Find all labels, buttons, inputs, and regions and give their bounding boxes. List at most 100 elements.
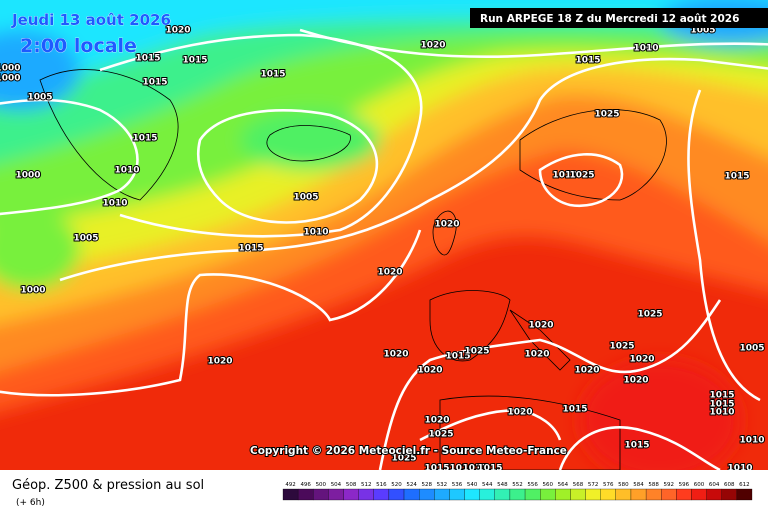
colorbar-label: 568 — [573, 482, 584, 488]
isobar-label: 1005 — [293, 193, 318, 203]
colorbar-swatch — [434, 488, 450, 501]
colorbar-swatch — [403, 488, 420, 501]
colorbar-label: 500 — [316, 482, 327, 488]
colorbar-swatch — [600, 488, 616, 501]
isobar-label: 1020 — [424, 416, 449, 426]
footer-lead: (+ 6h) — [16, 498, 45, 508]
colorbar-label: 504 — [331, 482, 342, 488]
isobar-label: 1010 — [739, 436, 764, 446]
isobar-label: 1015 — [709, 391, 734, 401]
isobar-labels: 1020102010101005101510001000100510151015… — [0, 25, 766, 474]
isobar-label: 1020 — [207, 357, 232, 367]
run-box — [470, 8, 768, 28]
isobar-label: 1015 — [709, 400, 734, 410]
colorbar-label: 600 — [694, 482, 705, 488]
isobar-label: 1015 — [477, 464, 502, 474]
colorbar-label: 608 — [724, 482, 735, 488]
isobar-label: 1015 — [562, 405, 587, 415]
isobar-label: 1020 — [420, 41, 445, 51]
colorbar-label: 588 — [648, 482, 659, 488]
colorbar-swatch — [373, 488, 390, 501]
isobar-label: 1010 — [303, 228, 328, 238]
colorbar-label: 580 — [618, 482, 629, 488]
isobar-label: 1020 — [528, 321, 553, 331]
colorbar-swatch — [630, 488, 647, 501]
colorbar-swatch — [676, 488, 692, 501]
colorbar-swatch — [615, 488, 632, 501]
isobars — [0, 28, 768, 470]
colorbar-swatch — [328, 488, 344, 501]
colorbar-label: 572 — [588, 482, 599, 488]
colorbar-label: 560 — [543, 482, 554, 488]
isobar-label: 1020 — [383, 350, 408, 360]
colorbar-swatch — [494, 488, 511, 501]
colorbar-swatch — [313, 488, 329, 501]
isobar-label: 1020 — [377, 268, 402, 278]
isobar-label: 1025 — [391, 454, 416, 464]
isobar-label: 1015 — [724, 172, 749, 182]
colorbar-swatch — [524, 488, 541, 501]
colorbar: 492 496 500 504 508 512 516 520 524 528 532 536 540 5… — [282, 482, 753, 501]
colorbar-label: 584 — [633, 482, 644, 488]
isobar-label: 1020 — [165, 26, 190, 36]
isobar-label: 1010 — [114, 166, 139, 176]
isobar-label: 1025 — [609, 342, 634, 352]
colorbar-label: 604 — [709, 482, 720, 488]
isobar-label: 1020 — [629, 355, 654, 365]
isobar-label: 1010 — [102, 199, 127, 209]
colorbar-label: 520 — [391, 482, 402, 488]
colorbar-label: 556 — [527, 482, 538, 488]
isobar-label: 1015 — [624, 441, 649, 451]
isobar-label: 1011 — [462, 464, 487, 474]
colorbar-swatch — [540, 488, 556, 501]
isobar-label: 1010 — [552, 171, 577, 181]
isobar-label: 1010 — [633, 44, 658, 54]
field: 1020102010101005101510001000100510151015… — [0, 0, 768, 474]
time-label: 2:00 locale — [20, 35, 137, 57]
colorbar-swatch — [419, 488, 435, 501]
isobar-label: 1005 — [739, 344, 764, 354]
copyright: Copyright © 2026 Meteociel.fr - Source M… — [250, 445, 567, 457]
isobar-label: 1010 — [449, 464, 474, 474]
isobar-label: 1020 — [524, 350, 549, 360]
footer-title: Géop. Z500 & pression au sol — [12, 478, 204, 493]
colorbar-swatch — [721, 488, 738, 501]
colorbar-label: 596 — [679, 482, 690, 488]
colorbar-swatch — [343, 488, 359, 501]
colorbar-label: 496 — [300, 482, 311, 488]
colorbar-label: 564 — [558, 482, 569, 488]
date-label: Jeudi 13 août 2026 — [11, 11, 171, 29]
coastlines — [39, 69, 667, 470]
isobar-label: 1025 — [594, 110, 619, 120]
colorbar-label: 576 — [603, 482, 614, 488]
colorbar-label: 508 — [346, 482, 357, 488]
isobar-label: 1020 — [623, 376, 648, 386]
isobar-label: 1020 — [507, 408, 532, 418]
colorbar-swatch — [297, 488, 314, 501]
colorbar-label: 612 — [739, 482, 750, 488]
colorbar-swatch — [388, 488, 405, 501]
colorbar-label: 540 — [467, 482, 478, 488]
isobar-label: 1025 — [428, 430, 453, 440]
colorbar-swatch — [464, 488, 480, 501]
isobar-label: 1020 — [417, 366, 442, 376]
isobar-label: 1015 — [135, 54, 160, 64]
isobar-label: 1015 — [142, 78, 167, 88]
colorbar-swatch — [736, 488, 753, 501]
isobar-label: 1005 — [73, 234, 98, 244]
colorbar-swatch — [358, 488, 374, 501]
isobar-label: 1015 — [182, 56, 207, 66]
isobar-label: 1000 — [0, 74, 21, 84]
colorbar-label: 548 — [497, 482, 508, 488]
colorbar-swatch — [555, 488, 571, 501]
colorbar-swatch — [585, 488, 601, 501]
isobar-label: 1020 — [574, 366, 599, 376]
colorbar-swatch — [449, 488, 465, 501]
colorbar-label: 532 — [437, 482, 448, 488]
isobar-label: 1025 — [637, 310, 662, 320]
colorbar-label: 512 — [361, 482, 372, 488]
isobar-label: 1010 — [727, 464, 752, 474]
isobar-label: 1020 — [434, 220, 459, 230]
